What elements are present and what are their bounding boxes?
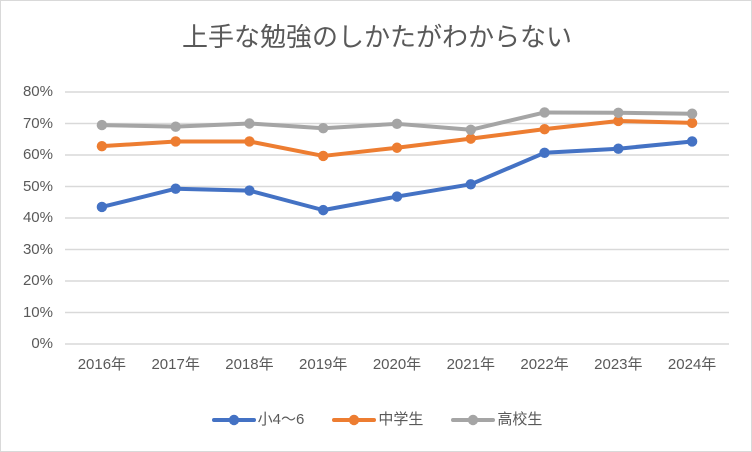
y-tick-label: 60% <box>22 146 53 163</box>
data-point <box>244 185 255 196</box>
legend-label: 小4〜6 <box>257 411 305 428</box>
data-point <box>613 115 624 127</box>
data-point <box>465 179 476 190</box>
data-point <box>391 191 403 202</box>
data-point <box>539 147 550 158</box>
legend-label: 高校生 <box>497 411 543 428</box>
x-tick-label: 2018年 <box>225 356 274 373</box>
gridlines <box>65 91 729 345</box>
data-point <box>686 117 698 129</box>
data-point <box>465 124 476 135</box>
data-point <box>244 118 255 129</box>
x-tick-label: 2016年 <box>77 356 127 373</box>
y-tick-label: 40% <box>22 209 53 226</box>
data-point <box>613 107 624 118</box>
legend-label: 中学生 <box>378 411 424 428</box>
x-tick-label: 2023年 <box>594 356 643 373</box>
legend-marker-icon <box>451 414 496 426</box>
data-point <box>170 183 181 194</box>
y-tick-label: 70% <box>22 114 53 132</box>
legend-marker-icon <box>332 414 377 426</box>
data-point <box>170 136 181 147</box>
data-point <box>170 121 181 132</box>
y-tick-label: 0% <box>31 335 53 352</box>
y-tick-label: 80% <box>22 83 53 100</box>
data-point <box>539 123 550 135</box>
chart-legend: 小4〜6 中学生 高校生 <box>1 410 751 430</box>
data-point <box>96 140 108 152</box>
legend-item[interactable]: 高校生 <box>451 410 542 430</box>
x-tick-label: 2017年 <box>151 356 200 373</box>
x-tick-label: 2020年 <box>372 356 422 373</box>
legend-item[interactable]: 小4〜6 <box>211 410 305 430</box>
y-tick-label: 50% <box>22 177 53 195</box>
series-中学生 <box>96 115 698 162</box>
data-point <box>686 108 698 119</box>
y-tick-label: 30% <box>22 240 53 258</box>
data-point <box>318 204 329 216</box>
chart-title: 上手な勉強のしかたがわからない <box>181 22 572 52</box>
data-point <box>96 119 108 131</box>
x-tick-label: 2019年 <box>299 356 348 373</box>
x-tick-label: 2024年 <box>667 356 717 373</box>
data-point <box>686 136 698 147</box>
data-point <box>318 123 329 134</box>
legend-item[interactable]: 中学生 <box>332 410 423 430</box>
x-tick-label: 2021年 <box>446 356 495 373</box>
series-lines <box>96 107 698 216</box>
series-高校生 <box>96 107 698 135</box>
series-小4〜6 <box>96 136 698 216</box>
data-point <box>465 133 476 144</box>
y-tick-label: 10% <box>22 303 53 321</box>
legend-marker-icon <box>211 414 256 426</box>
y-tick-label: 20% <box>22 272 53 289</box>
data-point <box>96 201 108 213</box>
data-point <box>318 150 329 162</box>
data-point <box>391 118 403 130</box>
data-point <box>244 136 255 147</box>
data-point <box>613 143 624 154</box>
data-point <box>539 107 550 118</box>
x-tick-label: 2022年 <box>520 356 569 373</box>
data-point <box>391 142 403 153</box>
